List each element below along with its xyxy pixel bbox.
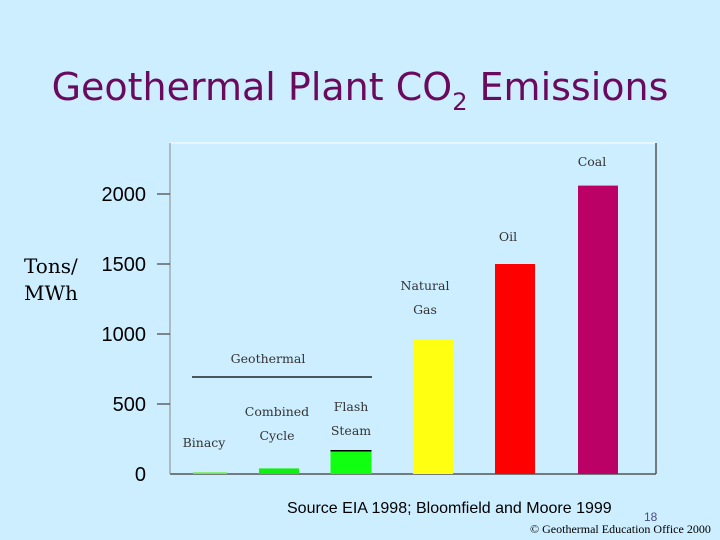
y-tick-label: 1000 bbox=[102, 324, 147, 346]
title-main: Geothermal Plant CO bbox=[51, 65, 453, 109]
title-subscript: 2 bbox=[452, 88, 468, 116]
category-label: Flash bbox=[334, 399, 369, 414]
group-label-geothermal: Geothermal bbox=[231, 351, 306, 366]
slide-title: Geothermal Plant CO2 Emissions bbox=[0, 68, 720, 114]
bar bbox=[413, 339, 453, 474]
y-tick-label: 0 bbox=[135, 464, 146, 486]
title-tail: Emissions bbox=[467, 65, 669, 109]
bar bbox=[578, 185, 618, 474]
category-label: Oil bbox=[499, 229, 517, 244]
category-label: Combined bbox=[245, 404, 309, 419]
category-label: Steam bbox=[331, 423, 371, 438]
y-axis-label-line-2: MWh bbox=[24, 281, 78, 305]
category-label: Natural bbox=[401, 278, 450, 293]
category-label: Gas bbox=[413, 302, 437, 317]
bar bbox=[495, 264, 535, 474]
category-label: Cycle bbox=[259, 428, 294, 443]
slide-number: 18 bbox=[644, 510, 658, 524]
y-axis-label-line-1: Tons/ bbox=[24, 254, 78, 278]
category-label: Coal bbox=[578, 154, 607, 169]
bar bbox=[330, 450, 372, 474]
y-tick-label: 1500 bbox=[102, 254, 147, 276]
bar-layer bbox=[193, 185, 618, 474]
y-tick-label: 500 bbox=[113, 394, 146, 416]
y-tick-label: 2000 bbox=[102, 184, 147, 206]
bar bbox=[259, 468, 299, 474]
y-axis-label: Tons/ MWh bbox=[24, 253, 78, 307]
category-label: Binacy bbox=[183, 435, 227, 450]
label-layer: Binacy Combined Cycle Flash Steam Natural Gas O… bbox=[183, 154, 607, 450]
source-citation: Source EIA 1998; Bloomfield and Moore 19… bbox=[287, 500, 612, 517]
copyright-notice: © Geothermal Education Office 2000 bbox=[530, 522, 711, 536]
bar bbox=[193, 472, 227, 474]
